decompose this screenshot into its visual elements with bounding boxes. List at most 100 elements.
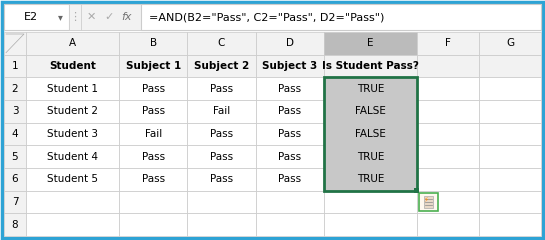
Text: Pass: Pass xyxy=(142,152,165,162)
Text: 1: 1 xyxy=(11,61,19,71)
Text: Fail: Fail xyxy=(213,106,230,116)
Text: Subject 2: Subject 2 xyxy=(194,61,249,71)
Text: TRUE: TRUE xyxy=(356,152,384,162)
Text: ✕: ✕ xyxy=(86,12,96,22)
Bar xyxy=(4,145,26,168)
Text: Student: Student xyxy=(49,61,96,71)
Bar xyxy=(4,123,26,145)
Bar xyxy=(187,100,256,123)
Bar xyxy=(187,32,256,55)
Text: Pass: Pass xyxy=(142,106,165,116)
Bar xyxy=(479,145,541,168)
Bar xyxy=(256,213,324,236)
Bar xyxy=(187,191,256,213)
Text: Fail: Fail xyxy=(144,129,162,139)
Bar xyxy=(256,77,324,100)
Bar xyxy=(256,168,324,191)
Bar xyxy=(256,123,324,145)
Text: 5: 5 xyxy=(11,152,19,162)
Bar xyxy=(4,168,26,191)
Bar xyxy=(417,145,479,168)
Bar xyxy=(417,168,479,191)
Bar xyxy=(256,191,324,213)
Bar xyxy=(324,168,417,191)
Bar xyxy=(324,213,417,236)
Text: Pass: Pass xyxy=(278,129,301,139)
Bar xyxy=(187,168,256,191)
Bar xyxy=(69,4,81,30)
Bar xyxy=(479,32,541,55)
Bar xyxy=(479,77,541,100)
Text: Pass: Pass xyxy=(278,106,301,116)
Text: Student 2: Student 2 xyxy=(47,106,98,116)
Bar xyxy=(256,100,324,123)
Text: ⋮: ⋮ xyxy=(69,12,81,22)
Text: ✓: ✓ xyxy=(104,12,114,22)
Bar xyxy=(119,77,187,100)
Text: Pass: Pass xyxy=(210,152,233,162)
Bar xyxy=(187,213,256,236)
Text: Pass: Pass xyxy=(142,84,165,94)
Bar xyxy=(324,77,417,100)
Bar xyxy=(119,32,187,55)
Bar xyxy=(119,191,187,213)
Text: Pass: Pass xyxy=(278,84,301,94)
Text: Pass: Pass xyxy=(210,129,233,139)
Text: E2: E2 xyxy=(24,12,38,22)
Text: C: C xyxy=(218,38,225,48)
Bar xyxy=(26,145,119,168)
Bar xyxy=(4,77,26,100)
Text: fx: fx xyxy=(122,12,132,22)
Text: ⚡: ⚡ xyxy=(423,197,428,203)
Text: G: G xyxy=(506,38,514,48)
Bar xyxy=(26,191,119,213)
Bar xyxy=(187,145,256,168)
Bar xyxy=(479,55,541,77)
Text: 8: 8 xyxy=(11,220,19,230)
Bar xyxy=(417,123,479,145)
Bar xyxy=(4,55,26,77)
Bar xyxy=(187,55,256,77)
Bar xyxy=(479,123,541,145)
Text: 4: 4 xyxy=(11,129,19,139)
Bar xyxy=(26,213,119,236)
Bar xyxy=(26,168,119,191)
Text: E: E xyxy=(367,38,374,48)
Text: FALSE: FALSE xyxy=(355,129,386,139)
Bar xyxy=(4,32,26,55)
Bar xyxy=(4,4,69,30)
Bar xyxy=(479,100,541,123)
Text: B: B xyxy=(150,38,157,48)
Bar xyxy=(479,168,541,191)
Bar xyxy=(324,77,417,191)
Bar xyxy=(119,100,187,123)
Bar xyxy=(119,213,187,236)
Text: 6: 6 xyxy=(11,174,19,184)
Bar xyxy=(417,213,479,236)
Bar xyxy=(324,32,417,55)
Bar xyxy=(119,55,187,77)
Bar xyxy=(119,123,187,145)
Bar xyxy=(324,55,417,77)
Text: Is Student Pass?: Is Student Pass? xyxy=(322,61,419,71)
Bar xyxy=(256,145,324,168)
Bar xyxy=(26,123,119,145)
Text: 3: 3 xyxy=(11,106,19,116)
Text: =AND(B2="Pass", C2="Pass", D2="Pass"): =AND(B2="Pass", C2="Pass", D2="Pass") xyxy=(149,12,384,22)
Text: Student 4: Student 4 xyxy=(47,152,98,162)
Bar xyxy=(479,213,541,236)
Text: 2: 2 xyxy=(11,84,19,94)
Text: Subject 1: Subject 1 xyxy=(125,61,181,71)
Bar xyxy=(26,77,119,100)
Text: Pass: Pass xyxy=(278,174,301,184)
Bar xyxy=(119,145,187,168)
Bar xyxy=(81,4,141,30)
Text: TRUE: TRUE xyxy=(356,174,384,184)
Bar xyxy=(417,191,479,213)
Bar xyxy=(26,32,119,55)
Bar xyxy=(324,123,417,145)
Bar xyxy=(187,77,256,100)
Bar xyxy=(4,100,26,123)
Text: Student 1: Student 1 xyxy=(47,84,98,94)
Text: ▾: ▾ xyxy=(58,12,63,22)
